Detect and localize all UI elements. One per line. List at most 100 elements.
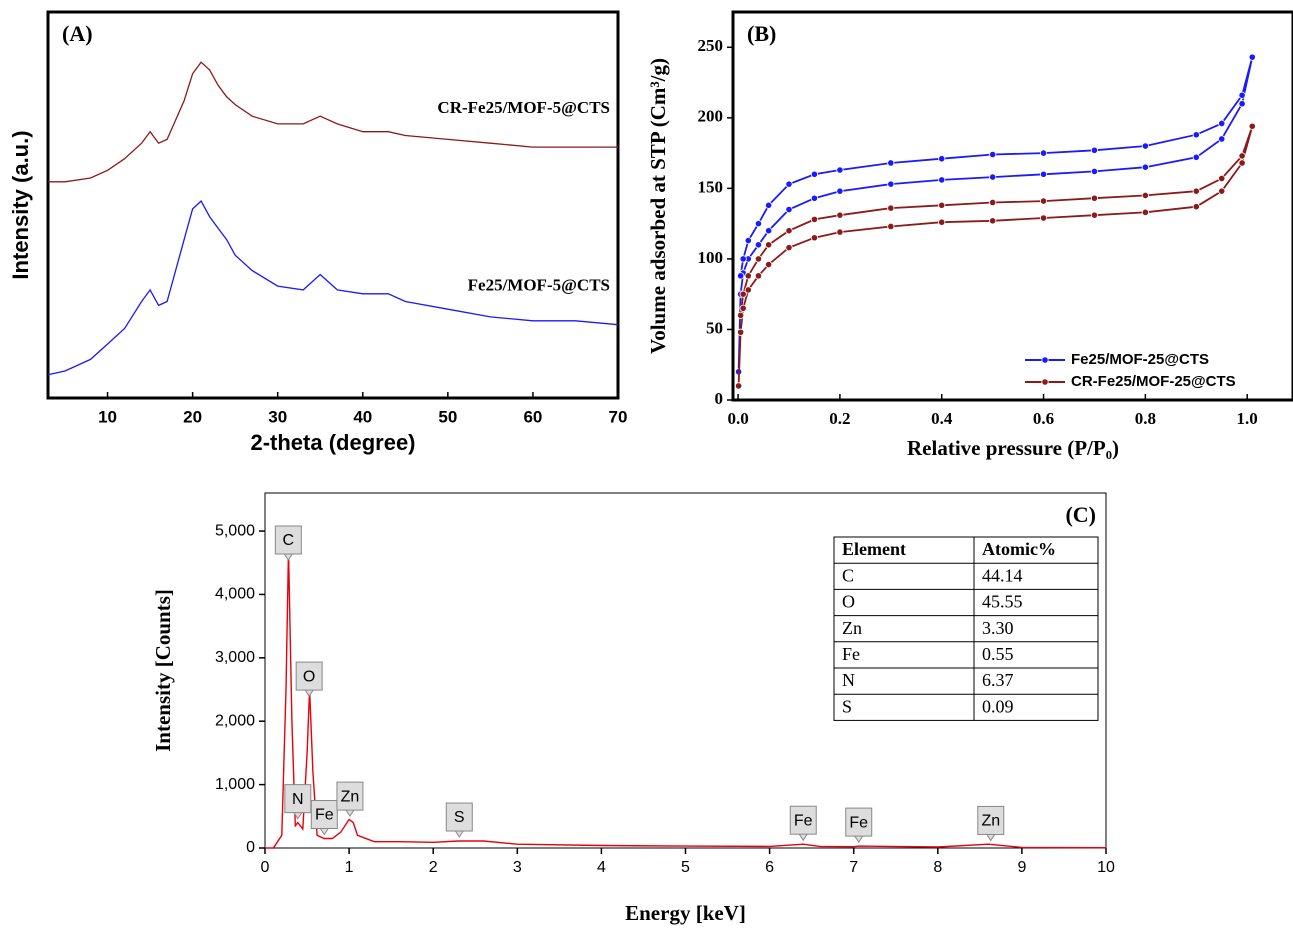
peak-box (445, 802, 473, 832)
peak-box (845, 807, 873, 837)
table-cell: Zn (842, 618, 862, 638)
x-tick-label: 70 (609, 407, 628, 426)
point (1192, 203, 1200, 211)
plot-frame (731, 10, 1293, 402)
table-header: Element (842, 539, 906, 559)
point (739, 290, 747, 298)
table-cell: 44.14 (982, 565, 1023, 585)
peak-box (310, 799, 338, 829)
legend-label: Fe25/MOF-25@CTS (1071, 351, 1209, 368)
x-tick-label: 60 (523, 407, 542, 426)
y-tick-label: 0 (246, 839, 255, 856)
point (1238, 100, 1246, 108)
point (1141, 191, 1149, 200)
point (1039, 170, 1048, 178)
point (1238, 159, 1246, 167)
table-cell: 45.55 (982, 592, 1023, 612)
x-axis-label: 2-theta (degree) (250, 430, 415, 455)
point (1141, 208, 1149, 216)
x-axis-label: Relative pressure (P/P₀) (907, 436, 1119, 460)
peak-label: Fe (849, 814, 868, 831)
peak-box (295, 661, 323, 691)
point (887, 159, 895, 167)
point (1218, 119, 1226, 128)
point (810, 170, 819, 178)
peak-box (336, 781, 364, 811)
point (989, 198, 997, 207)
point (744, 272, 752, 280)
peak-pointer (319, 828, 329, 836)
point (785, 205, 793, 214)
peak-label: N (292, 791, 304, 808)
table-cell: 3.30 (982, 618, 1014, 638)
point (1248, 122, 1256, 130)
peak-pointer (345, 809, 355, 818)
point (754, 255, 763, 263)
table-cell: 6.37 (982, 670, 1014, 690)
legend-marker (1041, 356, 1049, 364)
point (1039, 197, 1048, 205)
point (1218, 174, 1226, 183)
panel-title: (B) (747, 21, 776, 46)
peak-label: Fe (794, 812, 813, 829)
point (765, 260, 773, 269)
peak-label: S (454, 809, 465, 826)
panel: 0 1 2 3 4 5 6 7 8 9 10 0 1,000 2,000 3,000 4,000 5,000 En… (151, 492, 1115, 925)
point (1090, 146, 1099, 154)
x-axis-label: Energy [keV] (625, 901, 746, 925)
point (887, 222, 895, 231)
panel-title: (C) (1065, 502, 1096, 527)
series-line (47, 200, 619, 376)
peak-pointer (283, 553, 293, 561)
x-tick-label: 1.0 (1237, 409, 1258, 428)
table-cell: Fe (842, 644, 860, 664)
panel-title: (A) (62, 21, 93, 46)
x-tick-label: 30 (268, 407, 287, 426)
x-tick-label: 0.4 (931, 409, 953, 428)
panel: 0.0 0.2 0.4 0.6 0.8 1.0 0 50 100 150 200 250 Relativ… (646, 10, 1293, 460)
point (1039, 214, 1048, 222)
point (765, 241, 773, 249)
panel: 10 20 30 40 50 60 70 2-theta (degree) Intensity … (8, 10, 628, 455)
point (1090, 194, 1099, 202)
point (887, 204, 895, 212)
point (1090, 211, 1099, 219)
point (785, 244, 793, 252)
point (739, 304, 747, 312)
y-tick-label: 100 (698, 248, 724, 267)
x-tick-label: 0.2 (829, 409, 850, 428)
peak-box (274, 525, 302, 555)
peak-pointer (293, 812, 303, 820)
point (1039, 149, 1048, 157)
point (1218, 187, 1226, 195)
table-cell: O (842, 592, 855, 612)
y-tick-label: 50 (706, 318, 723, 337)
y-tick-label: 2,000 (215, 712, 255, 729)
point (938, 218, 946, 226)
y-tick-label: 150 (698, 177, 724, 196)
series-label: CR-Fe25/MOF-5@CTS (437, 98, 610, 117)
y-tick-label: 200 (698, 107, 724, 126)
point (1192, 131, 1200, 139)
point (938, 176, 946, 184)
x-tick-label: 10 (1097, 859, 1115, 876)
point (989, 217, 997, 225)
y-tick-label: 4,000 (215, 586, 255, 603)
table-cell: S (842, 696, 852, 716)
point (737, 328, 745, 336)
point (1248, 53, 1256, 61)
legend-marker (1041, 378, 1049, 386)
point (1192, 153, 1200, 161)
point (810, 194, 819, 202)
series-line (48, 61, 618, 183)
x-tick-label: 9 (1017, 859, 1026, 876)
x-tick-label: 10 (98, 407, 117, 426)
point (765, 227, 773, 235)
point (1238, 152, 1246, 160)
x-tick-label: 5 (681, 859, 690, 876)
point (810, 215, 819, 224)
point (754, 220, 763, 228)
peak-pointer (986, 834, 996, 842)
table-frame (833, 536, 1099, 721)
y-axis-label: Intensity (a.u.) (8, 130, 33, 279)
